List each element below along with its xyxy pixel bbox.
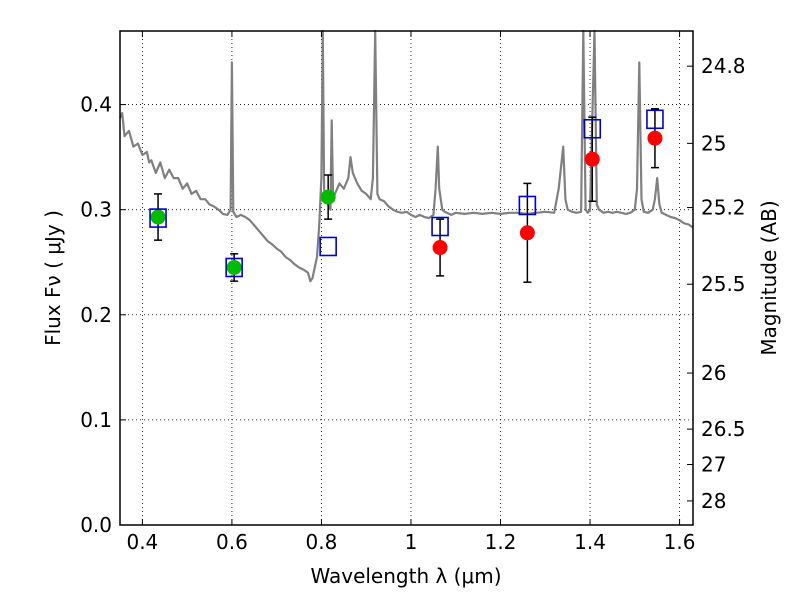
model-photometry-square bbox=[431, 216, 449, 237]
y-tick-label: 0.1 bbox=[80, 408, 112, 432]
red-data-point bbox=[519, 225, 535, 241]
red-data-point bbox=[584, 151, 600, 167]
y2-tick-label: 25.5 bbox=[701, 272, 746, 296]
model-photometry-square bbox=[225, 257, 243, 278]
x-tick-label: 0.6 bbox=[216, 530, 248, 554]
model-photometry-square bbox=[646, 109, 664, 130]
y2-tick-label: 26 bbox=[701, 361, 726, 385]
y-tick-label: 0.3 bbox=[80, 198, 112, 222]
x-tick-label: 1.4 bbox=[574, 530, 606, 554]
x-axis-label: Wavelength λ (μm) bbox=[310, 564, 501, 588]
x-tick-label: 1 bbox=[405, 530, 418, 554]
y-tick-label: 0.4 bbox=[80, 93, 112, 117]
y2-tick-label: 28 bbox=[701, 489, 726, 513]
markers bbox=[150, 130, 663, 275]
x-tick-label: 1.6 bbox=[664, 530, 696, 554]
y2-tick-label: 27 bbox=[701, 453, 726, 477]
plot-frame bbox=[119, 30, 694, 526]
y-axis-label: Flux Fν ( μJy ) bbox=[41, 210, 65, 346]
model-photometry-square bbox=[149, 208, 167, 228]
model-photometry-square bbox=[518, 195, 537, 216]
squares bbox=[149, 109, 664, 278]
spectrum-line bbox=[118, 29, 694, 283]
y-tick-label: 0.2 bbox=[80, 303, 112, 327]
y2-axis-label: Magnitude (AB) bbox=[757, 200, 781, 355]
model-photometry-square bbox=[319, 236, 337, 257]
x-tick-label: 1.2 bbox=[485, 530, 517, 554]
red-data-point bbox=[647, 130, 663, 146]
x-tick-label: 0.4 bbox=[126, 530, 158, 554]
green-data-point bbox=[320, 189, 336, 205]
green-data-point bbox=[226, 259, 242, 275]
y2-tick-label: 26.5 bbox=[701, 417, 746, 441]
y2-tick-label: 24.8 bbox=[701, 54, 746, 78]
y2-tick-label: 25.2 bbox=[701, 196, 746, 220]
y-tick-label: 0.0 bbox=[80, 513, 112, 537]
spectrum-line-group bbox=[118, 29, 694, 283]
x-tick-label: 0.8 bbox=[306, 530, 338, 554]
x-ticks: 0.4 0.6 0.8 1 1.2 1.4 1.6 bbox=[126, 31, 695, 554]
y2-ticks: 24.8 25 25.2 25.5 26 26.5 27 28 bbox=[687, 54, 746, 513]
green-data-point bbox=[150, 209, 166, 225]
grid bbox=[120, 31, 693, 525]
y2-tick-label: 25 bbox=[701, 131, 726, 155]
model-photometry-square bbox=[583, 118, 602, 139]
red-data-point bbox=[432, 240, 448, 256]
y-ticks: 0.0 0.1 0.2 0.3 0.4 bbox=[80, 93, 126, 537]
